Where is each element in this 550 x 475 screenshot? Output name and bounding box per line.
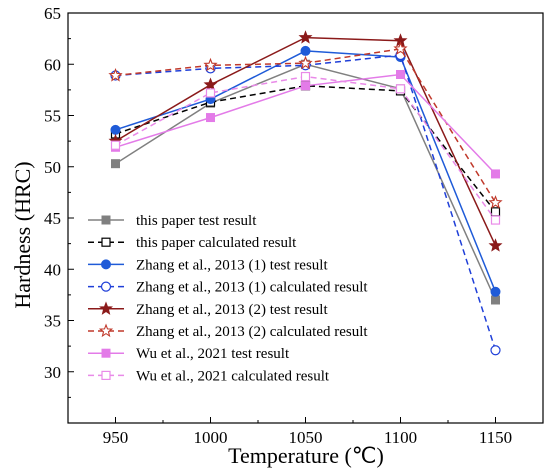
legend-marker [99, 301, 113, 315]
x-tick-label: 1100 [384, 428, 417, 447]
legend-marker [101, 237, 111, 247]
data-point [110, 124, 121, 135]
legend-label: Zhang et al., 2013 (1) calculated result [136, 280, 368, 296]
data-point [205, 88, 216, 98]
data-point [300, 45, 311, 56]
data-point [393, 41, 408, 55]
legend-marker [100, 281, 112, 292]
data-point [108, 67, 123, 82]
x-tick-label: 950 [103, 428, 129, 447]
data-point [206, 113, 215, 123]
data-point [298, 55, 313, 70]
legend-marker [101, 215, 111, 225]
data-point [298, 30, 313, 44]
series-8 [110, 71, 501, 225]
legend-label: Zhang et al., 2013 (2) calculated result [136, 324, 368, 340]
data-point [490, 215, 501, 225]
series-line [115, 75, 497, 221]
y-tick-label: 60 [44, 55, 61, 74]
legend-item: Zhang et al., 2013 (1) calculated result [88, 280, 368, 296]
legend-marker [101, 348, 111, 358]
data-point [490, 345, 501, 356]
x-tick-label: 1050 [289, 428, 323, 447]
series-line [115, 85, 497, 213]
y-axis-title: Hardness (HRC) [10, 161, 35, 308]
data-point [488, 195, 503, 209]
legend-marker [98, 323, 114, 338]
data-point [203, 77, 218, 91]
data-point [111, 159, 120, 169]
data-point [490, 286, 501, 297]
legend-label: Wu et al., 2021 test result [136, 346, 290, 362]
x-tick-label: 1150 [479, 428, 512, 447]
axes: 950 1000 1050 1100 1150 30 35 40 45 50 55 60 65 [44, 4, 512, 447]
data-point [301, 81, 310, 91]
legend-item: this paper calculated result [88, 235, 297, 251]
legend-marker [101, 370, 111, 380]
x-axis-title: Temperature (℃) [228, 443, 384, 468]
data-point [203, 57, 218, 72]
data-point [491, 295, 500, 305]
legend-label: this paper calculated result [136, 235, 297, 251]
series-5 [108, 30, 503, 252]
legend: this paper test result this paper calcula… [88, 213, 368, 384]
data-point [488, 238, 503, 252]
legend-item: Zhang et al., 2013 (2) calculated result [88, 323, 368, 340]
x-tick-label: 1000 [194, 428, 228, 447]
data-point [490, 207, 501, 217]
data-point [395, 84, 406, 94]
data-point [110, 140, 121, 150]
data-point [300, 71, 311, 82]
legend-item: Zhang et al., 2013 (1) test result [88, 257, 328, 273]
legend-label: Zhang et al., 2013 (2) test result [136, 302, 328, 318]
series-layer [108, 30, 503, 356]
legend-item: this paper test result [88, 213, 257, 229]
data-point [491, 169, 500, 179]
y-tick-label: 45 [44, 209, 61, 228]
y-tick-label: 35 [44, 312, 61, 331]
series-2 [110, 81, 501, 217]
y-tick-label: 50 [44, 158, 61, 177]
y-tick-label: 55 [44, 107, 61, 126]
series-6 [108, 41, 503, 209]
legend-label: Zhang et al., 2013 (1) test result [136, 257, 328, 273]
legend-item: Zhang et al., 2013 (2) test result [88, 301, 328, 318]
data-point [396, 70, 405, 79]
legend-marker [101, 259, 111, 270]
y-tick-label: 65 [44, 4, 61, 23]
legend-item: Wu et al., 2021 calculated result [88, 368, 330, 384]
legend-label: Wu et al., 2021 calculated result [136, 368, 330, 384]
legend-item: Wu et al., 2021 test result [88, 346, 290, 362]
y-tick-label: 40 [44, 260, 61, 279]
y-tick-label: 30 [44, 363, 61, 382]
legend-label: this paper test result [136, 213, 257, 229]
series-7 [111, 70, 500, 179]
